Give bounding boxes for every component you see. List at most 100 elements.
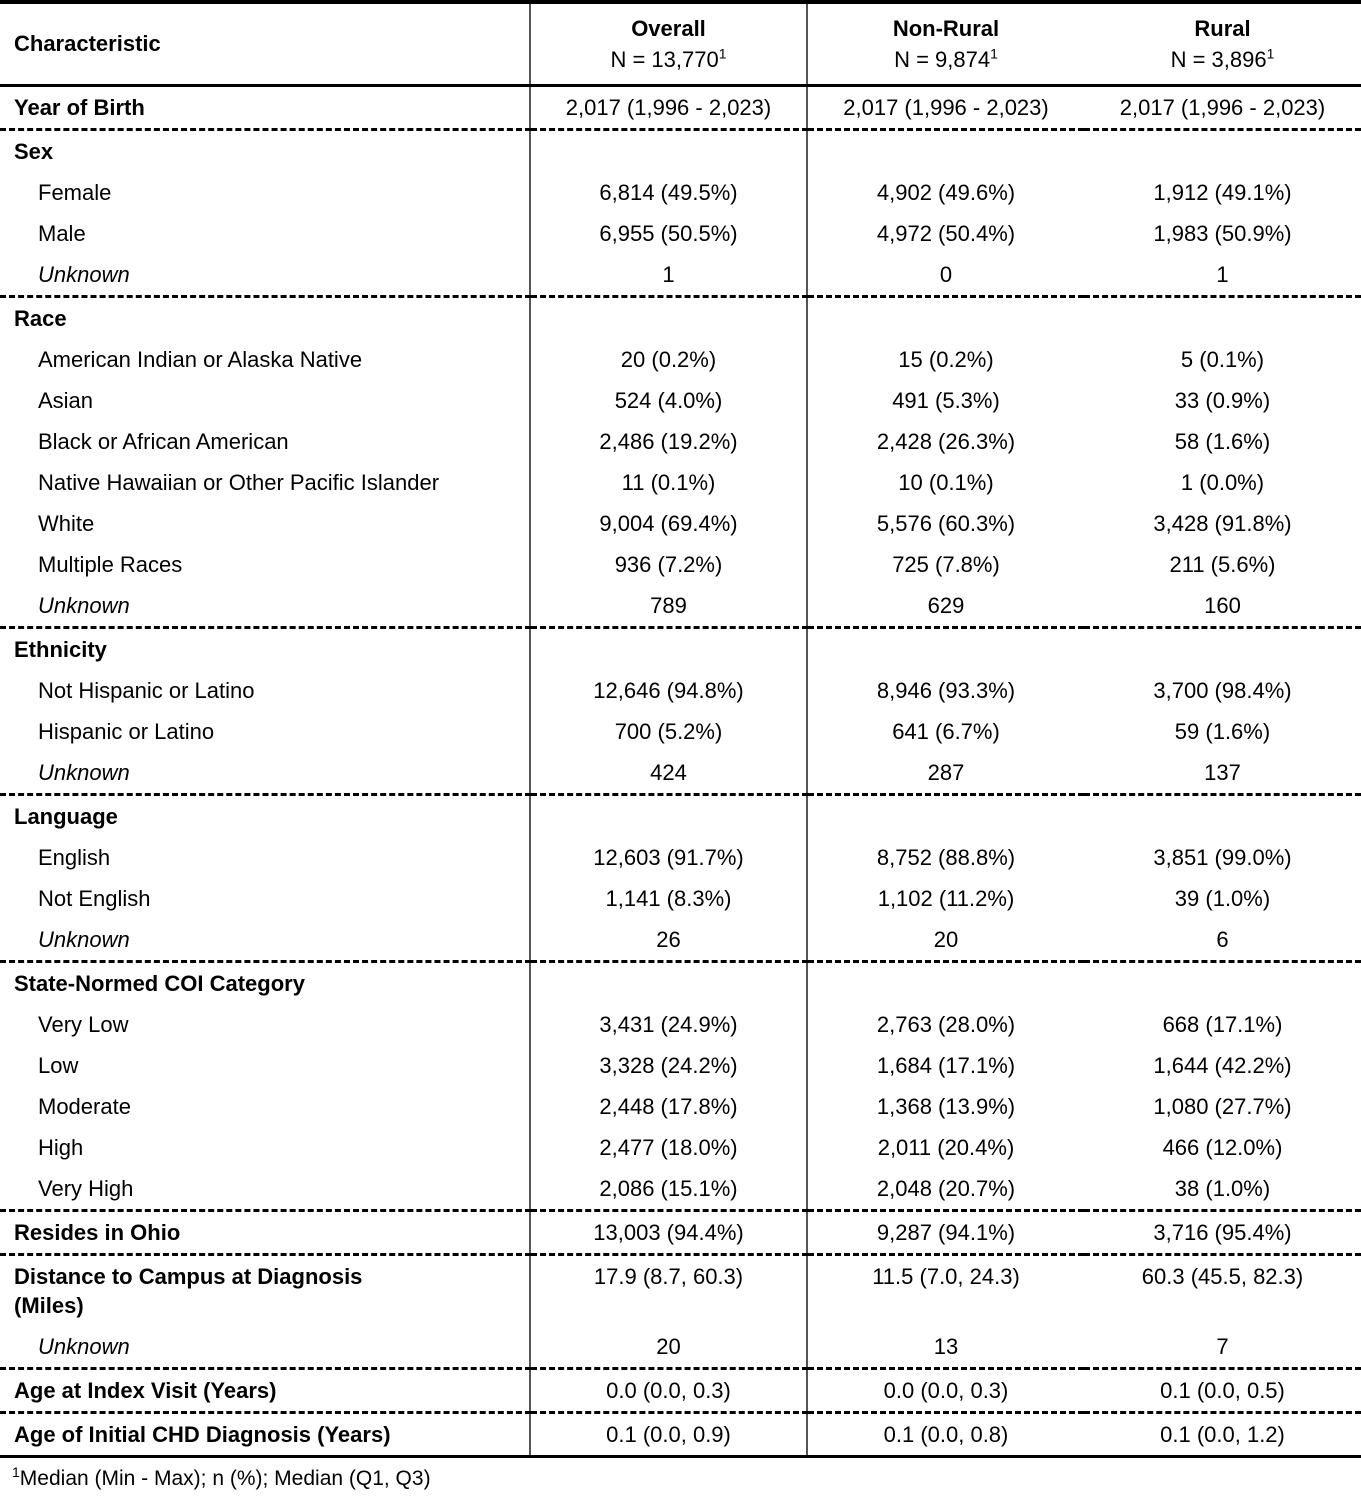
row-label-cell: Native Hawaiian or Other Pacific Islande… bbox=[0, 462, 531, 503]
row-label: Male bbox=[38, 221, 86, 246]
row-label: Year of Birth bbox=[14, 95, 145, 120]
footnote-text: Median (Min - Max); n (%); Median (Q1, Q… bbox=[19, 1467, 431, 1490]
value-cell-rural: 1,983 (50.9%) bbox=[1153, 221, 1292, 246]
table-row: State-Normed COI Category bbox=[0, 961, 1361, 1005]
column-header-characteristic: Characteristic bbox=[0, 2, 531, 87]
table-row: Age at Index Visit (Years) 0.0 (0.0, 0.3… bbox=[0, 1368, 1361, 1414]
row-label: Not Hispanic or Latino bbox=[38, 678, 255, 703]
value-cell-overall: 17.9 (8.7, 60.3) bbox=[530, 1254, 808, 1326]
value-cell-rural: 211 (5.6%) bbox=[1169, 552, 1276, 577]
value-cell-non-rural: 4,972 (50.4%) bbox=[876, 221, 1016, 246]
value-cell-non-rural bbox=[807, 297, 1084, 340]
row-label: Moderate bbox=[38, 1094, 131, 1119]
row-label-cell: Language bbox=[0, 794, 531, 837]
table-row: Native Hawaiian or Other Pacific Islande… bbox=[0, 462, 1361, 503]
value-cell-non-rural: 20 bbox=[807, 919, 1084, 963]
value-cell-non-rural: 2,011 (20.4%) bbox=[877, 1135, 1015, 1160]
value-cell-overall: 13,003 (94.4%) bbox=[530, 1210, 808, 1256]
value-cell-overall: 20 (0.2%) bbox=[530, 339, 808, 380]
value-cell-rural: 160 bbox=[1084, 585, 1361, 629]
table-row: Male 6,955 (50.5%) 4,972 (50.4%) 1,983 (… bbox=[0, 213, 1361, 254]
value-cell-non-rural: 641 (6.7%) bbox=[892, 719, 1000, 744]
value-cell-rural: 3,428 (91.8%) bbox=[1153, 511, 1292, 536]
value-cell-non-rural: 287 bbox=[807, 752, 1084, 796]
row-label-cell: Age of Initial CHD Diagnosis (Years) bbox=[0, 1412, 531, 1457]
row-label-cell: Resides in Ohio bbox=[0, 1210, 531, 1256]
value-cell-rural: 6 bbox=[1084, 919, 1361, 963]
row-label-cell: Not English bbox=[0, 878, 531, 919]
row-label-cell: Female bbox=[0, 172, 531, 213]
value-cell-non-rural: 10 (0.1%) bbox=[898, 470, 994, 495]
value-cell-non-rural: 0.1 (0.0, 0.8) bbox=[883, 1422, 1009, 1447]
row-label: Hispanic or Latino bbox=[38, 719, 215, 744]
row-label-cell: White bbox=[0, 503, 531, 544]
row-label: Unknown bbox=[38, 262, 130, 287]
row-label-cell: Asian bbox=[0, 380, 531, 421]
value-cell-non-rural: 13 bbox=[807, 1326, 1084, 1370]
value-cell-rural: 38 (1.0%) bbox=[1084, 1168, 1361, 1212]
row-label: Asian bbox=[38, 388, 94, 413]
value-cell-rural: 668 (17.1%) bbox=[1162, 1012, 1283, 1037]
column-title: Overall bbox=[631, 16, 706, 41]
value-cell-overall: 6,955 (50.5%) bbox=[530, 213, 808, 254]
value-cell-non-rural: 1,684 (17.1%) bbox=[876, 1053, 1016, 1078]
row-label: English bbox=[38, 845, 111, 870]
row-label-cell: Low bbox=[0, 1045, 531, 1086]
demographics-table: Characteristic Overall N = 13,7701 Non-R… bbox=[0, 0, 1361, 1458]
row-label-cell: Unknown bbox=[0, 254, 531, 298]
table-row: Very Low 3,431 (24.9%) 2,763 (28.0%) 668… bbox=[0, 1004, 1361, 1045]
value-cell-non-rural: 1,102 (11.2%) bbox=[877, 886, 1015, 911]
value-cell-rural: 39 (1.0%) bbox=[1174, 886, 1271, 911]
table-row: Language bbox=[0, 794, 1361, 837]
footnote-marker: 1 bbox=[718, 45, 727, 62]
value-cell-overall: 12,646 (94.8%) bbox=[530, 670, 808, 711]
table-body: Year of Birth 2,017 (1,996 - 2,023) 2,01… bbox=[0, 85, 1361, 1457]
column-n: N = 3,8961 bbox=[1084, 44, 1361, 75]
table-row: Sex bbox=[0, 129, 1361, 173]
row-label-cell: Not Hispanic or Latino bbox=[0, 670, 531, 711]
table-row: Moderate 2,448 (17.8%) 1,368 (13.9%) 1,0… bbox=[0, 1086, 1361, 1127]
value-cell-overall: 2,448 (17.8%) bbox=[530, 1086, 808, 1127]
value-cell-rural: 33 (0.9%) bbox=[1174, 388, 1271, 413]
row-label: American Indian or Alaska Native bbox=[38, 347, 363, 372]
table-row: Female 6,814 (49.5%) 4,902 (49.6%) 1,912… bbox=[0, 172, 1361, 213]
footnote-marker: 1 bbox=[12, 1464, 20, 1480]
row-label-cell: Black or African American bbox=[0, 421, 531, 462]
value-cell-rural: 1 bbox=[1084, 254, 1361, 298]
value-cell-rural: 59 (1.6%) bbox=[1174, 719, 1271, 744]
row-label: Resides in Ohio bbox=[14, 1220, 181, 1245]
value-cell-non-rural: 2,048 (20.7%) bbox=[807, 1168, 1084, 1212]
table-row: Not English 1,141 (8.3%) 1,102 (11.2%) 3… bbox=[0, 878, 1361, 919]
value-cell-rural: 0.1 (0.0, 0.5) bbox=[1084, 1368, 1361, 1414]
row-label-cell: Race bbox=[0, 296, 531, 339]
row-label: Not English bbox=[38, 886, 151, 911]
value-cell-non-rural: 8,946 (93.3%) bbox=[876, 678, 1016, 703]
row-label-cell: Very High bbox=[0, 1168, 531, 1212]
value-cell-overall: 11 (0.1%) bbox=[530, 462, 808, 503]
column-n: N = 13,7701 bbox=[531, 44, 806, 75]
table-row: Unknown 424 287 137 bbox=[0, 752, 1361, 796]
table-footnote: 1Median (Min - Max); n (%); Median (Q1, … bbox=[0, 1458, 1361, 1498]
value-cell-non-rural: 2,017 (1,996 - 2,023) bbox=[807, 85, 1084, 131]
table-row: English 12,603 (91.7%) 8,752 (88.8%) 3,8… bbox=[0, 837, 1361, 878]
footnote-marker: 1 bbox=[1266, 45, 1275, 62]
row-label: Distance to Campus at Diagnosis (Miles) bbox=[14, 1264, 363, 1318]
value-cell-rural bbox=[1084, 130, 1361, 173]
value-cell-rural: 137 bbox=[1084, 752, 1361, 796]
table-row: Unknown 20 13 7 bbox=[0, 1326, 1361, 1370]
row-label-cell: Unknown bbox=[0, 752, 531, 796]
row-label: Black or African American bbox=[38, 429, 289, 454]
row-label: Language bbox=[14, 804, 118, 829]
row-label: Unknown bbox=[38, 927, 130, 952]
row-label-cell: Very Low bbox=[0, 1004, 531, 1045]
row-label: Sex bbox=[14, 139, 54, 164]
row-label-cell: Sex bbox=[0, 129, 531, 172]
value-cell-non-rural: 9,287 (94.1%) bbox=[807, 1210, 1084, 1256]
value-cell-rural bbox=[1084, 962, 1361, 1005]
table-row: Resides in Ohio 13,003 (94.4%) 9,287 (94… bbox=[0, 1210, 1361, 1256]
value-cell-rural: 3,851 (99.0%) bbox=[1153, 845, 1292, 870]
value-cell-overall: 6,814 (49.5%) bbox=[530, 172, 808, 213]
column-n: N = 9,8741 bbox=[808, 44, 1084, 75]
row-label-cell: Unknown bbox=[0, 1326, 531, 1370]
